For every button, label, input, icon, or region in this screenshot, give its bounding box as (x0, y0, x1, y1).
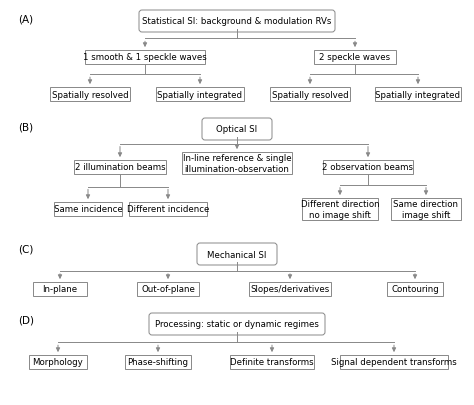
Text: Morphology: Morphology (33, 358, 83, 367)
Text: 1 smooth & 1 speckle waves: 1 smooth & 1 speckle waves (83, 53, 207, 62)
Text: (B): (B) (18, 122, 33, 132)
FancyBboxPatch shape (197, 243, 277, 265)
FancyBboxPatch shape (125, 355, 191, 369)
Text: Mechanical SI: Mechanical SI (207, 250, 267, 259)
FancyBboxPatch shape (202, 119, 272, 141)
Text: Out-of-plane: Out-of-plane (141, 285, 195, 294)
FancyBboxPatch shape (302, 198, 378, 220)
Text: (D): (D) (18, 315, 34, 325)
FancyBboxPatch shape (323, 161, 413, 175)
Text: Statistical SI: background & modulation RVs: Statistical SI: background & modulation … (142, 17, 332, 26)
FancyBboxPatch shape (391, 198, 461, 220)
Text: Phase-shifting: Phase-shifting (128, 358, 189, 367)
FancyBboxPatch shape (375, 88, 461, 102)
Text: In-line reference & single
illumination-observation: In-line reference & single illumination-… (182, 154, 292, 173)
FancyBboxPatch shape (129, 202, 207, 216)
Text: Different incidence: Different incidence (127, 205, 209, 214)
Text: Spatially resolved: Spatially resolved (52, 90, 128, 99)
FancyBboxPatch shape (387, 282, 443, 296)
Text: Spatially integrated: Spatially integrated (157, 90, 243, 99)
Text: (A): (A) (18, 14, 33, 24)
FancyBboxPatch shape (137, 282, 199, 296)
FancyBboxPatch shape (149, 313, 325, 335)
FancyBboxPatch shape (340, 355, 448, 369)
Text: Spatially resolved: Spatially resolved (272, 90, 348, 99)
FancyBboxPatch shape (182, 153, 292, 175)
FancyBboxPatch shape (74, 161, 166, 175)
Text: Same incidence: Same incidence (54, 205, 122, 214)
Text: 2 illumination beams: 2 illumination beams (75, 163, 165, 172)
Text: Different direction
no image shift: Different direction no image shift (301, 200, 379, 219)
FancyBboxPatch shape (29, 355, 87, 369)
Text: 2 speckle waves: 2 speckle waves (319, 53, 391, 62)
FancyBboxPatch shape (230, 355, 314, 369)
Text: Slopes/derivatives: Slopes/derivatives (250, 285, 329, 294)
FancyBboxPatch shape (314, 51, 396, 65)
Text: In-plane: In-plane (43, 285, 78, 294)
FancyBboxPatch shape (50, 88, 130, 102)
Text: 2 observation beams: 2 observation beams (322, 163, 413, 172)
FancyBboxPatch shape (156, 88, 244, 102)
Text: Same direction
image shift: Same direction image shift (393, 200, 458, 219)
FancyBboxPatch shape (33, 282, 87, 296)
Text: Optical SI: Optical SI (217, 125, 257, 134)
Text: Signal dependent transforms: Signal dependent transforms (331, 358, 457, 367)
Text: Spatially integrated: Spatially integrated (375, 90, 461, 99)
FancyBboxPatch shape (54, 202, 122, 216)
Text: Definite transforms: Definite transforms (230, 358, 314, 367)
Text: Processing: static or dynamic regimes: Processing: static or dynamic regimes (155, 320, 319, 329)
Text: Contouring: Contouring (391, 285, 439, 294)
FancyBboxPatch shape (270, 88, 350, 102)
FancyBboxPatch shape (85, 51, 205, 65)
FancyBboxPatch shape (249, 282, 331, 296)
FancyBboxPatch shape (139, 11, 335, 33)
Text: (C): (C) (18, 244, 33, 254)
